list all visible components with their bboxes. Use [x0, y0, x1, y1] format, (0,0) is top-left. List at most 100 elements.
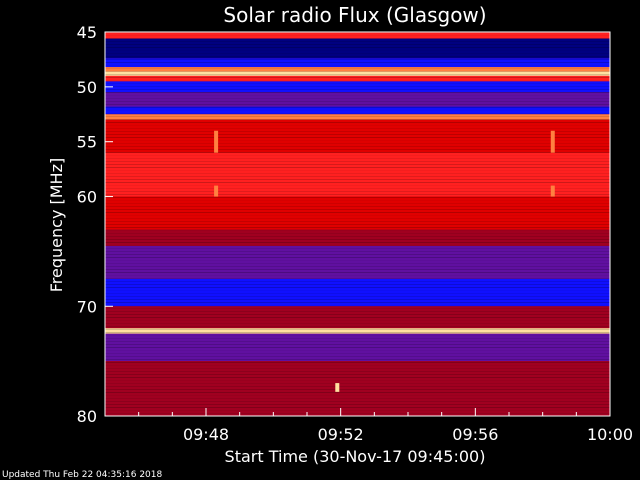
texture-stripe — [105, 194, 610, 195]
texture-stripe — [105, 272, 610, 273]
texture-stripe — [105, 242, 610, 243]
texture-stripe — [105, 377, 610, 378]
texture-stripe — [105, 98, 610, 99]
texture-stripe — [105, 176, 610, 177]
spectrum-band — [105, 114, 610, 120]
burst-mark — [214, 130, 219, 153]
texture-stripe — [105, 299, 610, 300]
texture-stripe — [105, 302, 610, 303]
texture-stripe — [105, 110, 610, 111]
texture-stripe — [105, 341, 610, 342]
texture-stripe — [105, 392, 610, 393]
texture-stripe — [105, 230, 610, 231]
spectrum-band — [105, 75, 610, 82]
spectrum-band — [105, 32, 610, 39]
texture-stripe — [105, 263, 610, 264]
spectrum-band — [105, 196, 610, 230]
texture-stripe — [105, 101, 610, 102]
spectrum-band — [105, 106, 610, 115]
spectrum-band — [105, 92, 610, 107]
texture-stripe — [105, 413, 610, 414]
texture-stripe — [105, 83, 610, 84]
burst-mark — [214, 185, 219, 197]
y-tick-label: 70 — [77, 297, 97, 316]
spectrum-band — [105, 38, 610, 59]
texture-stripe — [105, 65, 610, 66]
texture-stripe — [105, 104, 610, 105]
texture-stripe — [105, 275, 610, 276]
x-axis-label: Start Time (30-Nov-17 09:45:00) — [225, 447, 486, 466]
texture-stripe — [105, 131, 610, 132]
texture-stripe — [105, 116, 610, 117]
texture-stripe — [105, 353, 610, 354]
texture-stripe — [105, 401, 610, 402]
texture-stripe — [105, 386, 610, 387]
texture-stripe — [105, 86, 610, 87]
plot-area — [105, 32, 610, 416]
texture-stripe — [105, 335, 610, 336]
texture-stripe — [105, 119, 610, 120]
texture-stripe — [105, 77, 610, 78]
texture-stripe — [105, 389, 610, 390]
spectrum-band — [105, 152, 610, 197]
x-tick-label: 09:56 — [452, 425, 498, 444]
texture-stripe — [105, 374, 610, 375]
texture-stripe — [105, 35, 610, 36]
y-tick-label: 50 — [77, 78, 97, 97]
texture-stripe — [105, 227, 610, 228]
x-tick-label: 09:48 — [183, 425, 229, 444]
texture-stripe — [105, 215, 610, 216]
spectrum-band — [105, 81, 610, 93]
texture-stripe — [105, 122, 610, 123]
texture-stripe — [105, 332, 610, 333]
texture-stripe — [105, 146, 610, 147]
texture-stripe — [105, 326, 610, 327]
spectrum-band — [105, 67, 610, 72]
texture-stripe — [105, 248, 610, 249]
y-tick-label: 55 — [77, 133, 97, 152]
texture-stripe — [105, 311, 610, 312]
texture-stripe — [105, 218, 610, 219]
texture-stripe — [105, 158, 610, 159]
texture-stripe — [105, 221, 610, 222]
texture-stripe — [105, 47, 610, 48]
texture-stripe — [105, 365, 610, 366]
texture-stripe — [105, 128, 610, 129]
texture-stripe — [105, 362, 610, 363]
texture-stripe — [105, 233, 610, 234]
texture-stripe — [105, 206, 610, 207]
texture-stripe — [105, 398, 610, 399]
texture-stripe — [105, 137, 610, 138]
spectrum-band — [105, 71, 610, 76]
y-tick-label: 80 — [77, 407, 97, 426]
texture-stripe — [105, 50, 610, 51]
spectrum-band — [105, 333, 610, 362]
texture-stripe — [105, 338, 610, 339]
spectrum-band — [105, 328, 610, 334]
y-tick-label: 45 — [77, 23, 97, 42]
texture-stripe — [105, 317, 610, 318]
texture-stripe — [105, 395, 610, 396]
texture-stripe — [105, 200, 610, 201]
texture-stripe — [105, 125, 610, 126]
spectrum-band — [105, 245, 610, 279]
texture-stripe — [105, 308, 610, 309]
texture-stripe — [105, 257, 610, 258]
spectrum-band — [105, 361, 610, 416]
texture-stripe — [105, 323, 610, 324]
texture-stripe — [105, 152, 610, 153]
texture-stripe — [105, 188, 610, 189]
texture-stripe — [105, 92, 610, 93]
chart-title: Solar radio Flux (Glasgow) — [223, 3, 486, 27]
spectrum-band — [105, 278, 610, 307]
texture-stripe — [105, 266, 610, 267]
texture-stripe — [105, 314, 610, 315]
texture-stripe — [105, 320, 610, 321]
updated-timestamp: Updated Thu Feb 22 04:35:16 2018 — [2, 470, 163, 480]
texture-stripe — [105, 164, 610, 165]
texture-stripe — [105, 254, 610, 255]
texture-stripe — [105, 71, 610, 72]
texture-stripe — [105, 251, 610, 252]
texture-stripe — [105, 134, 610, 135]
